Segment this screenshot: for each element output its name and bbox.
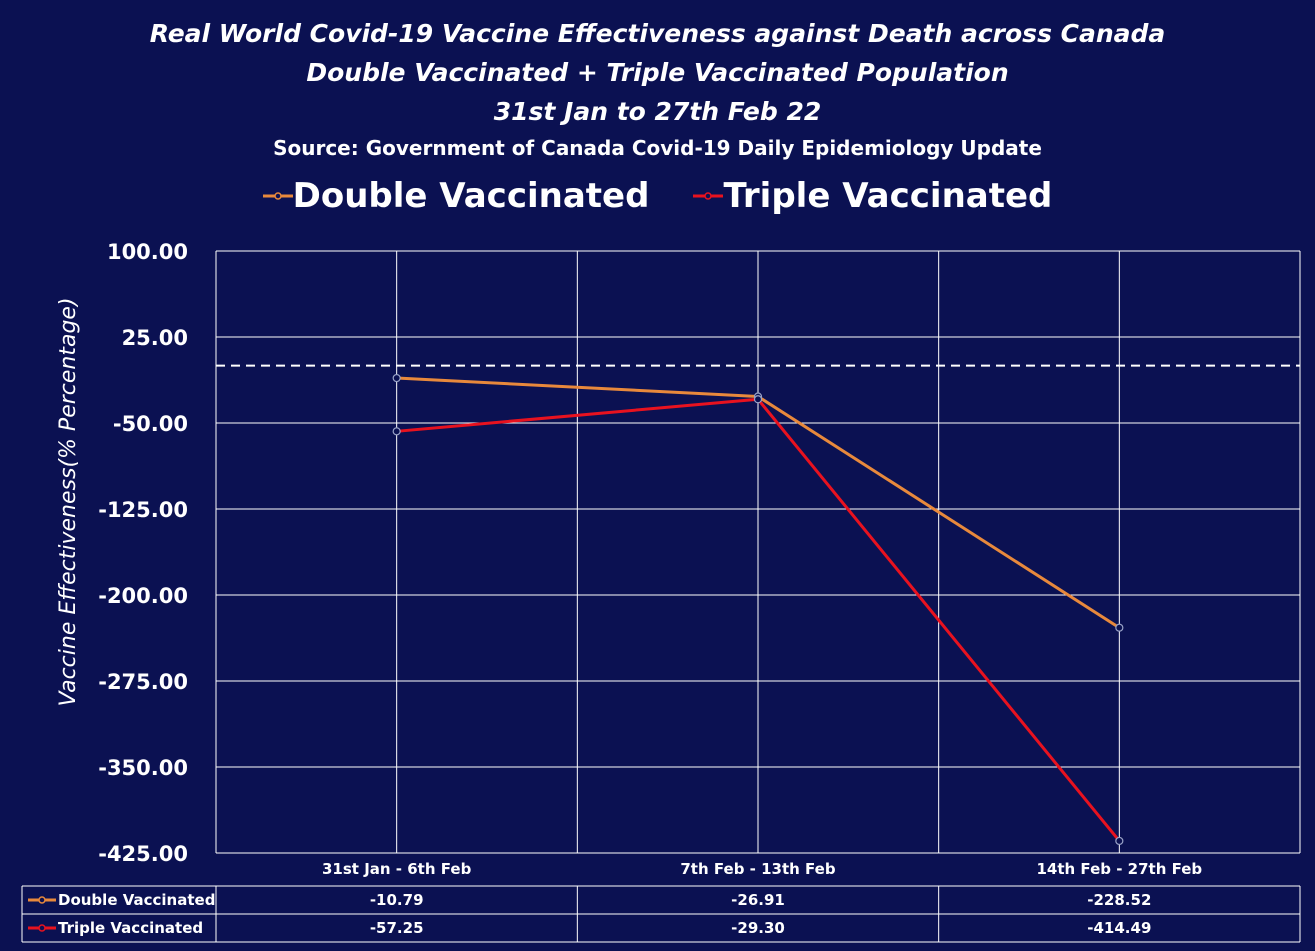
table-legend-marker [38,896,46,904]
chart-title-line-2: Double Vaccinated + Triple Vaccinated Po… [306,58,1009,87]
x-category-label: 7th Feb - 13th Feb [680,860,835,878]
y-tick-label: -275.00 [98,670,188,694]
table-series-name: Triple Vaccinated [58,919,203,937]
data-point [1115,836,1124,846]
data-point [392,373,401,383]
data-point [753,395,763,404]
legend-swatch-triple [693,192,724,200]
table-series-name: Double Vaccinated [58,891,215,909]
legend-swatch-double [262,192,293,200]
table-cell-value: -414.49 [1087,919,1151,937]
y-tick-label: -425.00 [98,842,188,866]
table-cell-value: -29.30 [731,919,785,937]
x-category-label: 14th Feb - 27th Feb [1036,860,1202,878]
data-point [1115,623,1124,632]
chart-series [392,373,1124,846]
chart-subtitle: Source: Government of Canada Covid-19 Da… [273,136,1042,160]
chart-title-block: Real World Covid-19 Vaccine Effectivenes… [0,14,1315,163]
table-cell-value: -228.52 [1087,891,1151,909]
table-cell-value: -26.91 [731,891,785,909]
chart-title-line-3: 31st Jan to 27th Feb 22 [493,97,822,126]
x-category-label: 31st Jan - 6th Feb [322,860,472,878]
y-tick-label: -125.00 [98,498,188,522]
table-cell-value: -10.79 [370,891,424,909]
data-table: 31st Jan - 6th Feb 7th Feb - 13th Feb 14th… [21,860,1301,943]
legend-item-triple: Triple Vaccinated [693,172,1052,220]
legend-label-triple: Triple Vaccinated [723,176,1053,216]
chart-title: Real World Covid-19 Vaccine Effectivenes… [149,19,1166,48]
legend-label-double: Double Vaccinated [292,176,650,216]
y-tick-label: 25.00 [122,326,188,350]
y-tick-label: -350.00 [98,756,188,780]
table-cell-value: -57.25 [370,919,424,937]
y-tick-label: -50.00 [113,412,188,436]
y-tick-label: -200.00 [98,584,188,608]
data-point [392,427,401,436]
chart-grid [215,250,1301,854]
y-axis-ticks: 100.00 25.00 -50.00 -125.00 -200.00 -275.00 -3… [98,240,188,866]
table-legend-marker [38,924,46,932]
y-tick-label: 100.00 [107,240,188,264]
legend-item-double: Double Vaccinated [262,172,650,220]
chart-legend: Double Vaccinated Triple Vaccinated [0,172,1315,220]
y-axis-label: Vaccine Effectiveness(% Percentage) [56,297,81,706]
